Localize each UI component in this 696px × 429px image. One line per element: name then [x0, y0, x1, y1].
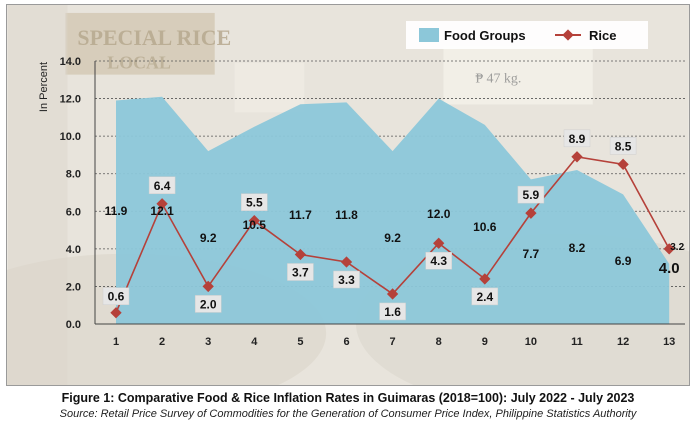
rice-label-box — [194, 295, 222, 313]
rice-label-box — [333, 270, 360, 289]
rice-value-label: 5.9 — [523, 188, 540, 202]
bg-sign-sub: LOCAL — [107, 53, 171, 73]
rice-point — [571, 151, 583, 163]
bg-price-tag: ₱ 47 kg. — [475, 72, 521, 87]
y-tick-label: 6.0 — [66, 206, 81, 218]
figure-source: Source: Retail Price Survey of Commoditi… — [59, 408, 637, 420]
axes: 0.02.04.06.08.010.012.014.01 2 3 4 5 6 7 8 9 10 11… — [60, 56, 685, 348]
rice-label-box — [517, 185, 545, 204]
rice-point — [156, 198, 168, 210]
y-tick-label: 12.0 — [60, 94, 81, 106]
food-groups-value-label: 10.6 — [473, 220, 497, 234]
rice-point — [525, 207, 537, 219]
x-tick-label: 9 — [482, 336, 488, 348]
legend-food-label: Food Groups — [444, 28, 526, 43]
rice-label-box — [287, 263, 314, 281]
rice-value-label: 4.3 — [430, 254, 447, 268]
rice-value-label: 4.0 — [659, 260, 680, 277]
food-groups-value-label: 11.8 — [335, 208, 358, 222]
x-tick-label: 11 — [571, 336, 583, 348]
y-tick-label: 8.0 — [66, 169, 81, 181]
food-groups-value-label: 9.2 — [384, 231, 401, 245]
x-tick-label: 4 — [251, 336, 258, 348]
figure-caption: Figure 1: Comparative Food & Rice Inflat… — [0, 390, 696, 422]
rice-label-box — [379, 302, 406, 321]
food-groups-value-label: 8.2 — [569, 241, 586, 255]
bg-sign-text: SPECIAL RICE — [77, 26, 231, 50]
y-tick-label: 4.0 — [66, 244, 81, 256]
rice-label-box — [102, 287, 130, 305]
x-tick-label: 10 — [525, 336, 537, 348]
food-groups-value-label: 6.9 — [615, 254, 632, 268]
rice-value-label: 1.6 — [384, 305, 401, 319]
x-tick-label: 2 — [159, 336, 165, 348]
rice-label-box — [609, 137, 637, 155]
rice-point — [433, 237, 445, 249]
x-tick-label: 5 — [297, 336, 303, 348]
y-tick-label: 0.0 — [66, 319, 81, 331]
rice-point — [479, 273, 491, 285]
rice-value-label: 5.5 — [246, 196, 263, 210]
rice-point — [386, 288, 399, 300]
rice-label-box — [563, 129, 591, 148]
x-tick-label: 13 — [663, 336, 675, 348]
rice-value-label: 2.4 — [476, 290, 493, 304]
rice-label-box — [471, 287, 499, 306]
chart-frame: SPECIAL RICE LOCAL ₱ 47 kg. 11.9 12.1 9.2 1… — [6, 4, 690, 386]
legend: Food Groups Rice — [406, 21, 648, 49]
rice-value-label: 2.0 — [200, 297, 217, 311]
food-groups-value-label: 9.2 — [200, 231, 217, 245]
x-tick-label: 7 — [390, 336, 396, 348]
rice-point — [663, 243, 675, 255]
food-groups-value-label: 11.7 — [289, 208, 312, 222]
rice-label-box — [148, 176, 176, 195]
y-tick-label: 2.0 — [66, 281, 81, 293]
y-tick-label: 14.0 — [60, 56, 81, 68]
y-axis-label: In Percent — [38, 62, 50, 112]
data-labels: 11.9 12.1 9.2 10.5 11.7 11.8 9.2 12.0 10.6 7.7 8.2… — [102, 129, 685, 321]
rice-value-label: 8.5 — [615, 139, 632, 153]
x-tick-label: 8 — [436, 336, 442, 348]
food-groups-value-label: 12.1 — [150, 204, 174, 218]
x-tick-label: 12 — [617, 336, 629, 348]
x-tick-label: 6 — [343, 336, 349, 348]
rice-value-label: 8.9 — [569, 132, 586, 146]
y-tick-label: 10.0 — [60, 131, 81, 143]
food-groups-value-label: 10.5 — [243, 218, 267, 232]
food-groups-value-label: 3.2 — [670, 242, 684, 253]
rice-value-label: 6.4 — [154, 179, 171, 193]
rice-point — [340, 256, 353, 268]
rice-point — [202, 280, 214, 293]
rice-label-box — [425, 251, 452, 270]
rice-point — [294, 248, 307, 261]
figure-title: Figure 1: Comparative Food & Rice Inflat… — [61, 391, 635, 405]
rice-value-label: 3.3 — [338, 273, 355, 287]
rice-point — [617, 158, 629, 170]
food-groups-value-label: 11.9 — [105, 204, 128, 218]
legend-rice-label: Rice — [589, 28, 616, 43]
food-groups-area-layer — [116, 96, 670, 324]
rice-line-layer — [110, 151, 675, 319]
legend-food-swatch — [419, 28, 439, 42]
rice-value-label: 0.6 — [108, 290, 125, 304]
food-groups-value-label: 12.0 — [427, 207, 451, 221]
rice-label-box — [241, 193, 268, 211]
food-groups-area — [116, 96, 670, 324]
x-tick-label: 1 — [113, 336, 119, 348]
rice-point — [248, 215, 260, 227]
rice-value-label: 3.7 — [292, 265, 309, 279]
food-groups-value-label: 7.7 — [523, 247, 540, 261]
chart: 11.9 12.19.210.511.7 11.89.212.010.67.7 8.2… — [38, 21, 685, 348]
x-tick-label: 3 — [205, 336, 211, 348]
